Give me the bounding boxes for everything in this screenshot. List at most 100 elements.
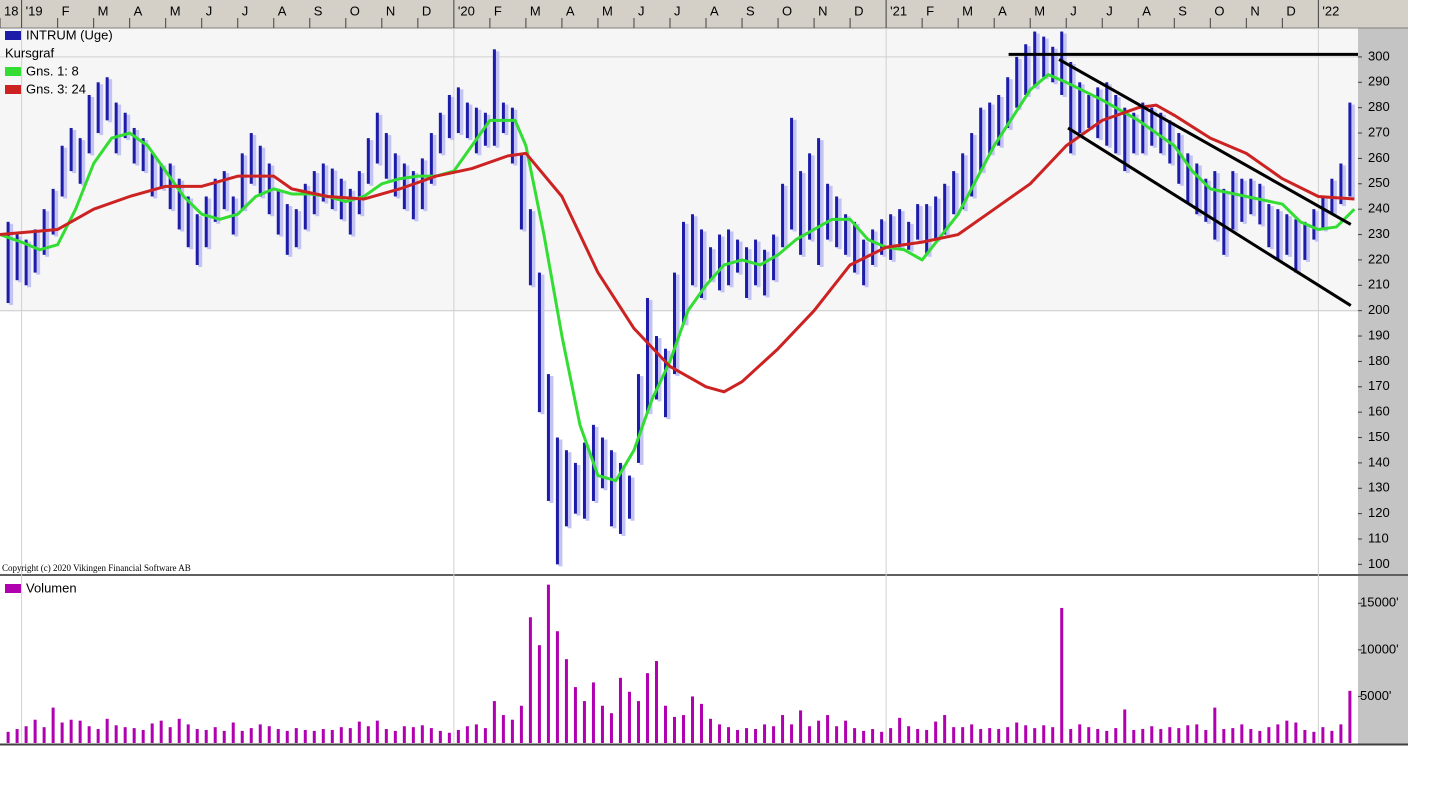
bar-shadow xyxy=(558,439,563,567)
volume-bar xyxy=(1033,728,1037,743)
price-bar xyxy=(123,112,127,139)
legend: INTRUM (Uge) Kursgraf Gns. 1: 8 Gns. 3: … xyxy=(2,27,191,595)
volume-bar xyxy=(1168,727,1172,743)
bar-shadow xyxy=(603,439,608,491)
volume-bar xyxy=(51,707,55,743)
bar-shadow xyxy=(63,147,68,199)
price-bar xyxy=(1096,87,1100,139)
volume-bar xyxy=(213,727,217,743)
bar-shadow xyxy=(207,198,212,250)
bar-shadow xyxy=(387,135,392,181)
bar-shadow xyxy=(927,206,932,257)
y-tick-label: 230 xyxy=(1368,226,1390,241)
y-tick-label: 300 xyxy=(1368,48,1390,63)
price-bar xyxy=(33,229,37,273)
y-tick-label: 200 xyxy=(1368,302,1390,317)
price-bar xyxy=(1276,209,1280,260)
volume-bar xyxy=(672,716,676,743)
price-bar xyxy=(1348,102,1352,197)
volume-bar xyxy=(483,728,487,743)
bar-shadow xyxy=(711,249,716,283)
x-tick-label: '22 xyxy=(1322,3,1339,18)
price-bar xyxy=(132,127,136,164)
bar-shadow xyxy=(900,211,905,250)
bar-shadow xyxy=(1017,58,1022,110)
volume-bar xyxy=(465,726,469,743)
y-tick-label: 180 xyxy=(1368,353,1390,368)
x-tick-label: D xyxy=(422,3,431,18)
x-tick-label: J xyxy=(638,3,645,18)
volume-bar xyxy=(1303,729,1307,743)
price-bars xyxy=(6,31,1355,567)
bar-shadow xyxy=(954,173,959,217)
bar-shadow xyxy=(360,173,365,217)
bar-shadow xyxy=(819,140,824,267)
bar-shadow xyxy=(621,464,626,536)
volume-bar xyxy=(781,715,785,743)
bar-shadow xyxy=(225,173,230,212)
axes: 18 '19 F M A M J J A S O N D '20 F M A M J J A S O N D '21 F M A M J J A… xyxy=(0,0,1399,703)
price-bar xyxy=(943,183,947,235)
bar-shadow xyxy=(468,104,473,141)
volume-bar xyxy=(1060,607,1064,743)
trend-line xyxy=(1058,58,1352,226)
price-bar xyxy=(1042,36,1046,78)
bar-shadow xyxy=(855,223,860,275)
volume-bar xyxy=(375,720,379,743)
volume-bar xyxy=(474,724,478,743)
price-bar xyxy=(853,221,857,273)
volume-bar xyxy=(501,715,505,743)
x-tick-label: A xyxy=(278,3,287,18)
price-bar xyxy=(438,112,442,154)
volume-bar xyxy=(393,730,397,743)
volume-bar xyxy=(600,705,604,743)
volume-bar xyxy=(609,713,613,743)
bar-shadow xyxy=(729,231,734,288)
price-bar xyxy=(24,239,28,286)
volume-bar xyxy=(294,728,298,743)
volume-bar xyxy=(835,726,839,743)
bar-shadow xyxy=(306,185,311,232)
price-bar xyxy=(447,94,451,139)
bar-shadow xyxy=(1062,33,1067,97)
y-tick-label: 130 xyxy=(1368,480,1390,495)
bar-shadow xyxy=(288,206,293,257)
x-tick-label: S xyxy=(746,3,755,18)
bar-shadow xyxy=(540,274,545,415)
volume-bar xyxy=(114,725,118,743)
price-bar xyxy=(862,239,866,286)
bar-shadow xyxy=(18,236,23,283)
price-bar xyxy=(654,336,658,400)
volume-bar xyxy=(745,728,749,743)
y-tick-label: 140 xyxy=(1368,454,1390,469)
volume-bar xyxy=(727,727,731,743)
bar-shadow xyxy=(378,114,383,166)
price-bar xyxy=(889,214,893,260)
price-bar xyxy=(1033,31,1037,88)
price-bar xyxy=(627,475,631,519)
y-tick-label: 150 xyxy=(1368,429,1390,444)
bar-shadow xyxy=(81,140,86,186)
bar-shadow xyxy=(1161,114,1166,156)
bar-shadow xyxy=(1053,48,1058,85)
bar-shadow xyxy=(324,165,329,204)
volume-bar xyxy=(87,726,91,743)
price-bar xyxy=(1222,188,1226,255)
volume-bar xyxy=(69,719,73,743)
bar-shadow xyxy=(117,104,122,156)
price-bar xyxy=(1024,44,1028,95)
volume-bar xyxy=(96,729,100,743)
volume-bar xyxy=(663,705,667,743)
price-bar xyxy=(1114,94,1118,154)
price-bar xyxy=(195,214,199,265)
price-bar xyxy=(1186,153,1190,205)
volume-bar xyxy=(150,723,154,743)
x-tick-label: M xyxy=(1034,3,1045,18)
x-tick-label: A xyxy=(134,3,143,18)
price-bar xyxy=(1240,178,1244,222)
volume-bar xyxy=(618,677,622,743)
price-bar xyxy=(1213,171,1217,240)
bar-shadow xyxy=(279,190,284,237)
volume-bar xyxy=(105,718,109,743)
volume-bar xyxy=(258,724,262,743)
